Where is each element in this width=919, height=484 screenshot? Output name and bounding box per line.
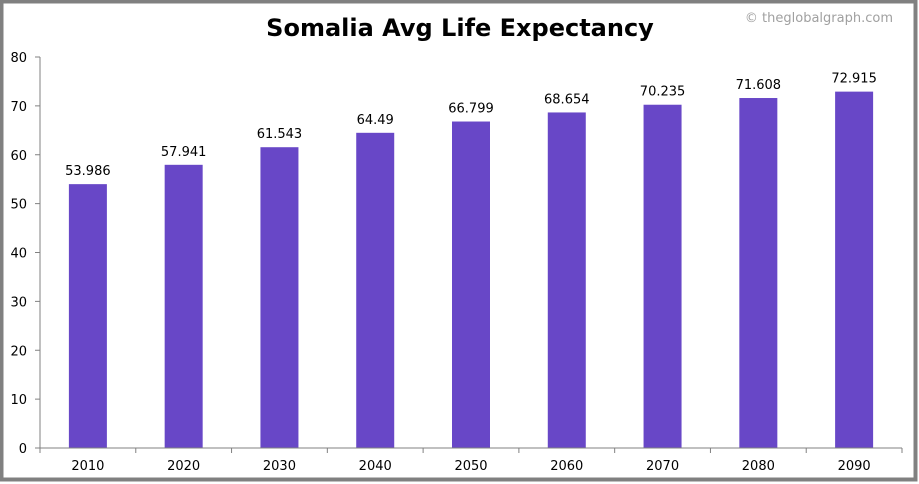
y-tick-label: 10 — [10, 393, 27, 408]
data-label: 70.235 — [640, 85, 686, 100]
x-tick-label: 2090 — [838, 459, 871, 474]
data-label: 66.799 — [448, 102, 494, 117]
x-tick-label: 2080 — [742, 459, 775, 474]
data-label: 71.608 — [736, 78, 782, 93]
y-tick-label: 30 — [10, 295, 27, 310]
y-tick-label: 0 — [19, 442, 27, 457]
y-tick-label: 60 — [10, 149, 27, 164]
chart-title: Somalia Avg Life Expectancy — [266, 14, 654, 42]
bar-2020 — [164, 164, 203, 449]
x-tick-label: 2020 — [167, 459, 200, 474]
x-tick-label: 2030 — [263, 459, 296, 474]
y-tick-label: 70 — [10, 100, 27, 115]
data-label: 57.941 — [161, 145, 207, 160]
y-tick-label: 40 — [10, 247, 27, 262]
x-tick-label: 2040 — [359, 459, 392, 474]
y-tick-label: 80 — [10, 51, 27, 66]
data-label: 61.543 — [257, 127, 303, 142]
x-tick-label: 2010 — [71, 459, 104, 474]
y-tick-label: 20 — [10, 344, 27, 359]
bar-2070 — [643, 104, 682, 448]
bar-2090 — [835, 91, 874, 449]
x-tick-label: 2060 — [550, 459, 583, 474]
data-label: 68.654 — [544, 92, 590, 107]
data-label: 64.49 — [357, 113, 394, 128]
bar-2050 — [452, 121, 490, 448]
bar-2080 — [739, 98, 778, 448]
bar-2030 — [260, 147, 299, 448]
bar-2010 — [68, 184, 107, 448]
data-label: 53.986 — [65, 164, 111, 179]
x-tick-label: 2070 — [646, 459, 679, 474]
bar-2040 — [356, 132, 395, 449]
x-tick-label: 2050 — [454, 459, 487, 474]
watermark: © theglobalgraph.com — [745, 11, 893, 26]
bar-2060 — [547, 112, 586, 448]
data-label: 72.915 — [831, 72, 877, 87]
y-tick-label: 50 — [10, 198, 27, 213]
